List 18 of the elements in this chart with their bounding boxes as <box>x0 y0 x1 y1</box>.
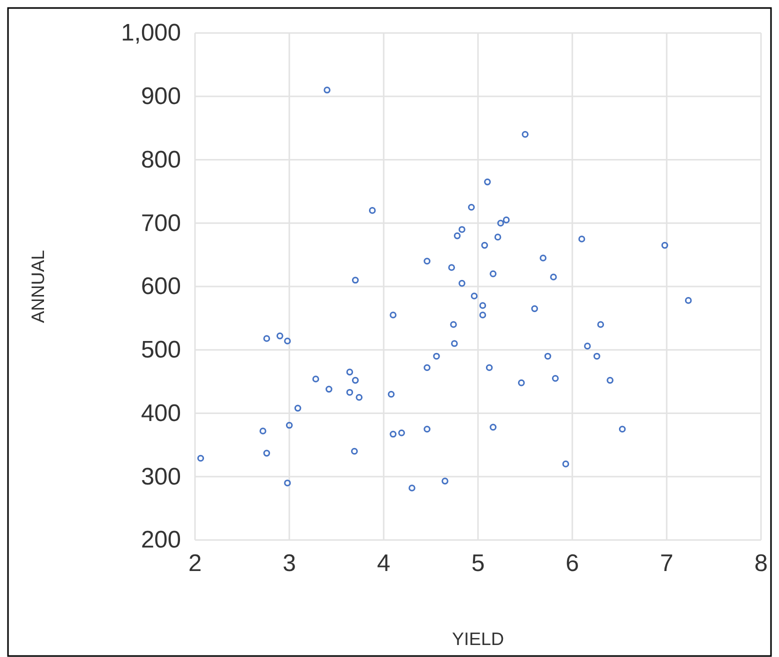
x-tick-label: 5 <box>471 550 485 578</box>
y-tick-label: 900 <box>140 83 181 110</box>
y-tick-label: 500 <box>140 336 181 364</box>
x-axis-title: YIELD <box>452 629 504 649</box>
y-axis-title: ANNUAL <box>28 250 48 324</box>
y-tick-label: 600 <box>140 273 181 300</box>
y-tick-label: 300 <box>140 463 181 490</box>
y-tick-label: 400 <box>140 400 181 427</box>
x-tick-label: 7 <box>660 550 674 578</box>
x-tick-label: 3 <box>282 550 296 578</box>
y-tick-label: 800 <box>140 146 181 174</box>
y-tick-label: 200 <box>140 526 181 554</box>
y-tick-label: 700 <box>140 210 181 237</box>
x-tick-label: 6 <box>566 550 580 578</box>
x-tick-label: 8 <box>754 550 768 578</box>
y-tick-label: 1,000 <box>120 20 181 47</box>
x-tick-label: 4 <box>376 550 390 578</box>
x-tick-label: 2 <box>188 550 202 578</box>
